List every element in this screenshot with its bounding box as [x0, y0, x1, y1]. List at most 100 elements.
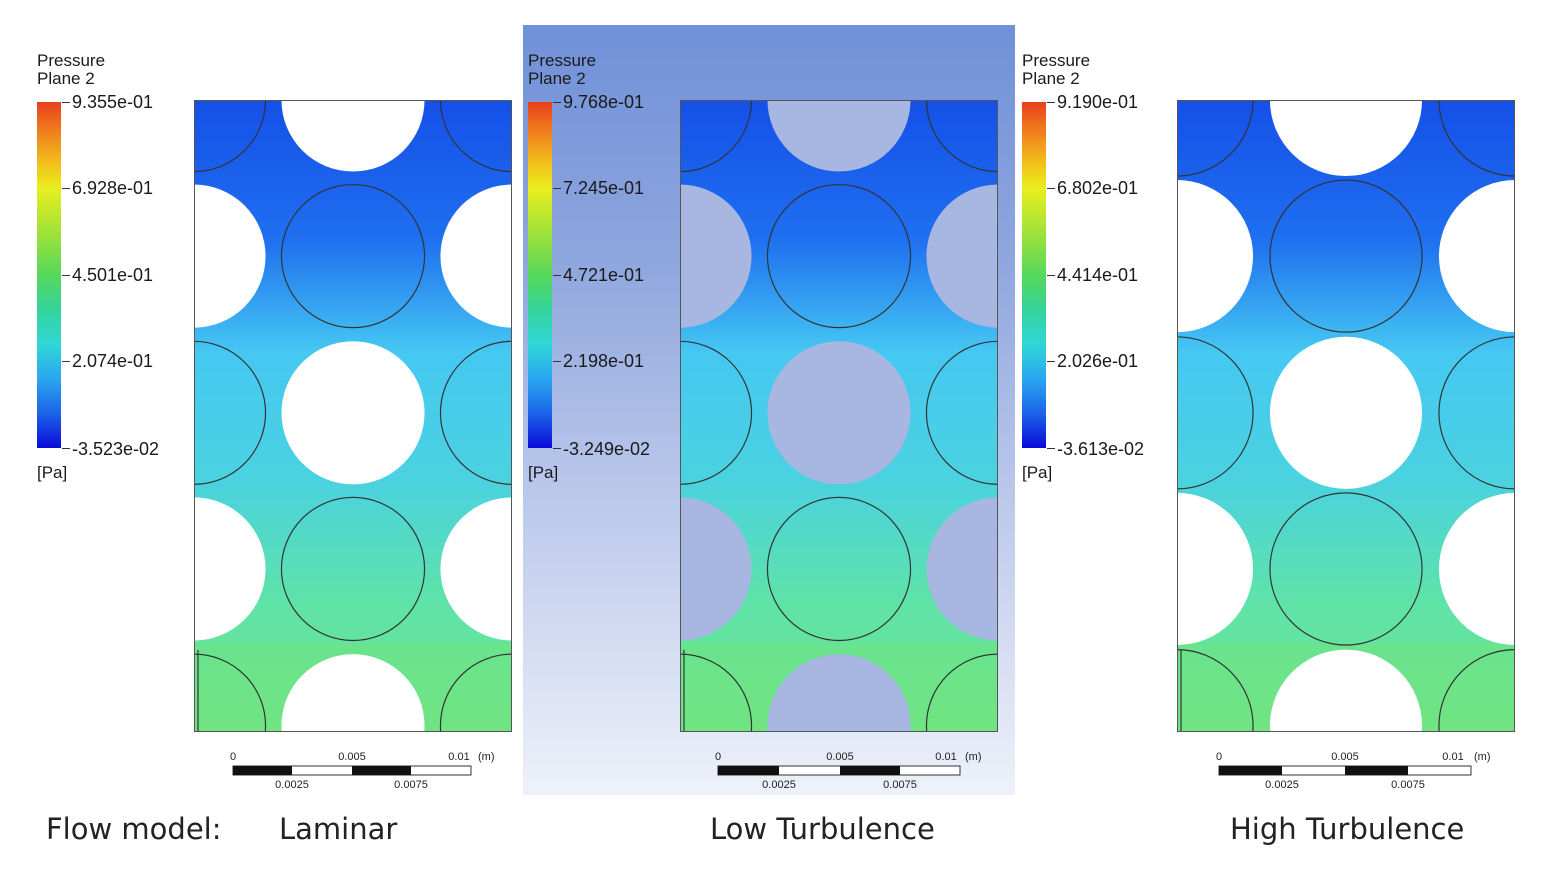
- legend-tick: [62, 188, 70, 189]
- legend-tick-label: 2.026e-01: [1057, 351, 1139, 371]
- fluid-boundary: [1177, 649, 1254, 732]
- solid-region: [281, 100, 425, 172]
- legend-unit: [Pa]: [1022, 463, 1053, 482]
- legend-tick: [1047, 448, 1055, 449]
- pressure-contour-plot: [680, 100, 998, 732]
- fluid-boundary: [1177, 336, 1254, 490]
- legend-tick-label: 9.355e-01: [72, 92, 154, 112]
- legend-tick: [1047, 102, 1055, 103]
- panel-laminar: Pressure Plane 2 9.355e-01 6.928e-01 4.5…: [0, 0, 520, 876]
- model-label-high-turbulence: High Turbulence: [1230, 812, 1465, 846]
- legend-tick-label: 6.928e-01: [72, 178, 154, 198]
- scale-label: 0.005: [826, 751, 854, 763]
- legend-tick-label: 9.190e-01: [1057, 92, 1139, 112]
- fluid-boundary: [925, 340, 998, 485]
- fluid-boundary: [439, 653, 512, 732]
- scale-label: 0.005: [1331, 751, 1359, 763]
- scale-label: 0: [715, 751, 721, 763]
- solid-region: [926, 497, 998, 641]
- solid-region: [767, 654, 911, 732]
- legend-tick-label: -3.613e-02: [1057, 439, 1145, 459]
- legend-subtitle: Plane 2: [1022, 69, 1080, 88]
- legend-unit: [Pa]: [528, 463, 559, 482]
- fluid-boundary: [1438, 336, 1515, 490]
- scale-unit: (m): [1474, 751, 1491, 763]
- legend-tick: [1047, 275, 1055, 276]
- legend-tick-label: -3.249e-02: [563, 439, 651, 459]
- legend-tick: [62, 361, 70, 362]
- legend-tick-label: 2.074e-01: [72, 351, 154, 371]
- fluid-boundary: [680, 340, 753, 485]
- legend-tick: [62, 448, 70, 449]
- fluid-boundary: [439, 340, 512, 485]
- pressure-contour-plot: [1177, 100, 1515, 732]
- legend-tick-label: 7.245e-01: [563, 178, 645, 198]
- solid-region: [767, 341, 911, 485]
- plot-frame: [1177, 100, 1515, 732]
- scale-label: 0.0025: [1265, 779, 1299, 791]
- scale-label: 0.0075: [394, 779, 428, 791]
- panel-low-turbulence: Pressure Plane 2 9.768e-01 7.245e-01 4.7…: [491, 0, 1011, 876]
- scale-bar: 0 0.005 0.01 (m) 0.0025 0.0075: [715, 751, 982, 791]
- fluid-boundary: [766, 183, 912, 329]
- fluid-boundary: [1269, 492, 1423, 646]
- solid-region: [194, 497, 266, 641]
- legend-tick-label: 2.198e-01: [563, 351, 645, 371]
- fluid-boundary: [1269, 179, 1423, 333]
- solid-region: [194, 184, 266, 328]
- scale-label: 0.0075: [883, 779, 917, 791]
- solid-region: [1269, 100, 1423, 177]
- legend-tick-label: 9.768e-01: [563, 92, 645, 112]
- legend-tick-label: 4.501e-01: [72, 265, 154, 285]
- fluid-boundary: [766, 496, 912, 642]
- solid-region: [1269, 649, 1423, 732]
- fluid-boundary: [280, 496, 426, 642]
- fluid-boundary: [194, 653, 267, 732]
- legend-tick: [553, 448, 561, 449]
- color-legend-bar: [1022, 102, 1046, 448]
- scale-bar: 0 0.005 0.01 (m) 0.0025 0.0075: [1216, 751, 1491, 791]
- scale-label: 0.0025: [762, 779, 796, 791]
- color-legend-bar: [528, 102, 552, 448]
- legend-tick-label: 4.414e-01: [1057, 265, 1139, 285]
- solid-region: [1177, 492, 1254, 645]
- fluid-boundary: [194, 340, 267, 485]
- panel-high-turbulence: Pressure Plane 2 9.190e-01 6.802e-01 4.4…: [985, 0, 1545, 876]
- legend-tick: [553, 361, 561, 362]
- pressure-contour-plot: [194, 100, 512, 732]
- legend-title: Pressure: [37, 51, 106, 70]
- scale-label: 0.01: [448, 751, 469, 763]
- scale-label: 0: [1216, 751, 1222, 763]
- flow-model-label: Flow model:: [46, 812, 222, 846]
- legend-tick: [553, 102, 561, 103]
- solid-region: [281, 654, 425, 732]
- fluid-boundary: [680, 653, 753, 732]
- scale-label: 0.0025: [275, 779, 309, 791]
- solid-region: [767, 100, 911, 172]
- solid-region: [1438, 180, 1515, 333]
- legend-tick: [1047, 361, 1055, 362]
- legend-tick: [62, 102, 70, 103]
- legend-subtitle: Plane 2: [37, 69, 95, 88]
- color-legend-bar: [37, 102, 61, 448]
- scale-unit: (m): [478, 751, 495, 763]
- solid-region: [926, 184, 998, 328]
- plot-frame: [194, 100, 512, 732]
- solid-region: [440, 497, 512, 641]
- scale-unit: (m): [965, 751, 982, 763]
- legend-tick: [62, 275, 70, 276]
- solid-region: [680, 184, 752, 328]
- legend-title: Pressure: [1022, 51, 1091, 70]
- legend-tick-label: 4.721e-01: [563, 265, 645, 285]
- fluid-boundary: [1438, 649, 1515, 732]
- plot-frame: [680, 100, 998, 732]
- fluid-boundary: [925, 653, 998, 732]
- scale-label: 0.005: [338, 751, 366, 763]
- legend-tick: [553, 275, 561, 276]
- solid-region: [440, 184, 512, 328]
- legend-tick: [1047, 188, 1055, 189]
- legend-title: Pressure: [528, 51, 597, 70]
- legend-tick-label: 6.802e-01: [1057, 178, 1139, 198]
- scale-label: 0.0075: [1391, 779, 1425, 791]
- solid-region: [281, 341, 425, 485]
